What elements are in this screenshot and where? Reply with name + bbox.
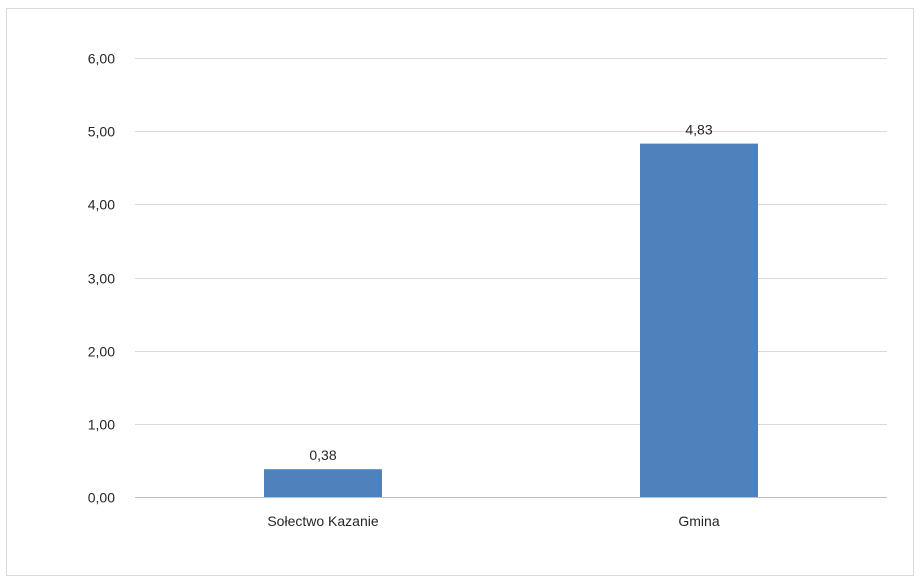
y-axis-ticks: 0,00 1,00 2,00 3,00 4,00 5,00 6,00 [88,51,115,506]
y-tick-label: 1,00 [88,417,115,433]
y-tick-label: 4,00 [88,197,115,213]
y-tick-label: 3,00 [88,271,115,287]
x-axis-ticks: Sołectwo Kazanie Gmina [267,513,719,529]
y-tick-label: 5,00 [88,124,115,140]
chart-frame [6,8,914,576]
data-labels: 0,38 4,83 [309,122,712,464]
bars [264,143,758,498]
grid-lines [135,58,887,498]
data-label: 4,83 [685,122,712,138]
bar [264,469,382,497]
x-tick-label: Sołectwo Kazanie [267,513,379,529]
y-tick-label: 0,00 [88,490,115,506]
y-tick-label: 2,00 [88,344,115,360]
data-label: 0,38 [309,447,336,463]
y-tick-label: 6,00 [88,51,115,67]
x-tick-label: Gmina [678,513,719,529]
bar [640,143,758,498]
